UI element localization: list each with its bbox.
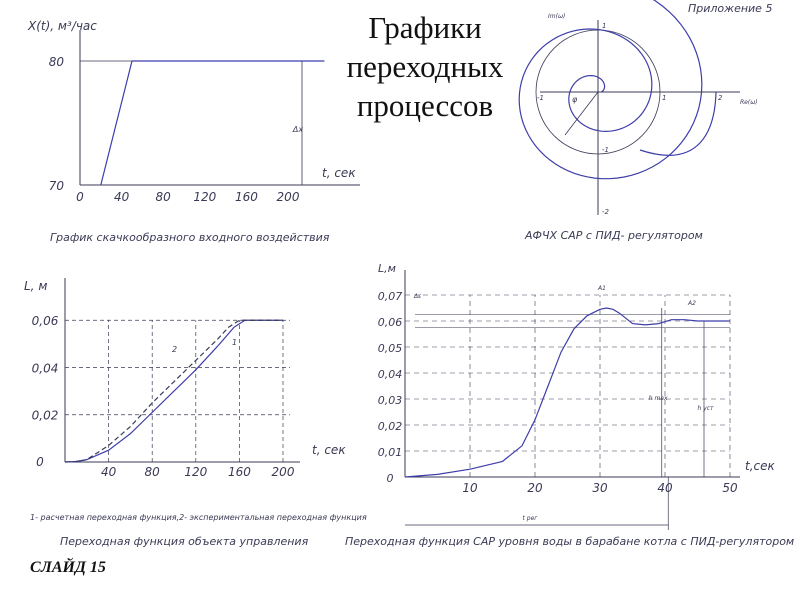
x-tick-label: 120 [193, 190, 216, 204]
x-tick-label: 10 [462, 481, 478, 495]
x-tick-label: 40 [101, 465, 117, 479]
series-1-label: 1 [232, 338, 237, 347]
x-tick-label: 20 [527, 481, 543, 495]
title-line-3: процессов [356, 88, 494, 123]
chart2-caption: АФЧХ САР с ПИД- регулятором [525, 229, 703, 242]
x-tick-label: 120 [184, 465, 207, 479]
x-tick-label: 50 [722, 481, 738, 495]
series-1-line [64, 319, 283, 463]
y-tick-label: 0 [36, 455, 44, 469]
chart4-caption: Переходная функция САР уровня воды в бар… [345, 535, 795, 548]
treg-label: t рег [523, 515, 539, 522]
re-tick-neg1: -1 [537, 94, 544, 102]
y-tick-label: 0,02 [32, 409, 59, 423]
im-tick-neg1: -1 [602, 146, 609, 154]
x-axis-label: t,сек [745, 459, 776, 473]
step-input-chart: Δx X(t), м³/час t, сек 0 40 80 120 160 200 70 80 [27, 19, 360, 204]
object-transfer-chart: L, м t, сек 40 80 120 160 200 0 0,02 0,04 0,06 2 1 [24, 278, 346, 479]
im-axis-label: Im(ω) [548, 13, 565, 20]
im-tick-neg2: -2 [602, 208, 610, 216]
appendix-label: Приложение 5 [688, 2, 773, 15]
x-tick-label: 160 [228, 465, 251, 479]
x-tick-label: 30 [592, 481, 608, 495]
y-tick-label: 0,07 [378, 290, 403, 303]
y-tick-label: 0,05 [378, 342, 403, 355]
x-tick-label: 200 [277, 190, 300, 204]
y-tick-label: 0,06 [378, 316, 403, 329]
a1-label: A1 [597, 285, 606, 292]
x-tick-label: 200 [272, 465, 295, 479]
y-axis-label: X(t), м³/час [27, 19, 97, 33]
title-line-2: переходных [346, 49, 504, 84]
a2-label: A2 [687, 300, 696, 307]
nyquist-chart: φ Im(ω) Re(ω) -1 1 2 1 -1 -2 [518, 0, 758, 216]
im-tick-1: 1 [602, 22, 606, 30]
chart1-caption: График скачкообразного входного воздейст… [50, 231, 330, 244]
y-tick-label: 80 [49, 55, 65, 69]
x-tick-label: 40 [657, 481, 673, 495]
title-line-1: Графики [368, 10, 482, 45]
hmax-label: h max [649, 395, 668, 402]
phase-vector [564, 91, 599, 136]
y-tick-label: 70 [49, 179, 65, 193]
y-tick-label: 0,02 [378, 420, 403, 433]
x-tick-label: 80 [156, 190, 172, 204]
y-tick-label: 0,06 [32, 314, 59, 328]
chart3-caption: Переходная функция объекта управления [60, 535, 309, 548]
re-tick-1: 1 [662, 94, 666, 102]
hust-label: h уст [698, 405, 715, 412]
y-tick-label: 0,04 [32, 361, 59, 375]
phi-label: φ [572, 95, 578, 104]
re-tick-2: 2 [718, 94, 723, 102]
y-axis-label: L,м [378, 262, 396, 275]
y-tick-label: 0 [387, 472, 394, 485]
response-curve [404, 307, 730, 478]
delta-x-label: Δx [292, 125, 303, 134]
delta-eps-label: Δε [413, 293, 422, 300]
x-axis-label: t, сек [322, 166, 356, 180]
x-tick-label: 80 [145, 465, 161, 479]
series-2-line [64, 319, 283, 463]
x-tick-label: 160 [235, 190, 258, 204]
nyquist-curve [518, 0, 703, 180]
y-tick-label: 0,01 [378, 446, 403, 459]
y-tick-label: 0,04 [378, 368, 403, 381]
chart3-note: 1- расчетная переходная функция,2- экспе… [30, 513, 367, 522]
slide-number: СЛАЙД 15 [30, 559, 106, 576]
slide-title: Графики переходных процессов [310, 8, 540, 125]
x-tick-label: 40 [114, 190, 130, 204]
step-input-line [100, 60, 325, 186]
series-2-label: 2 [172, 345, 177, 354]
y-axis-label: L, м [24, 279, 47, 293]
nyquist-tail [639, 91, 717, 156]
system-transfer-chart: L,м t,сек 10 20 30 40 50 0 0,01 0,02 0,03 0,04 0,05 0… [378, 262, 776, 530]
y-tick-label: 0,03 [378, 394, 403, 407]
x-tick-label: 0 [76, 190, 84, 204]
re-axis-label: Re(ω) [740, 99, 758, 106]
x-axis-label: t, сек [312, 443, 346, 457]
